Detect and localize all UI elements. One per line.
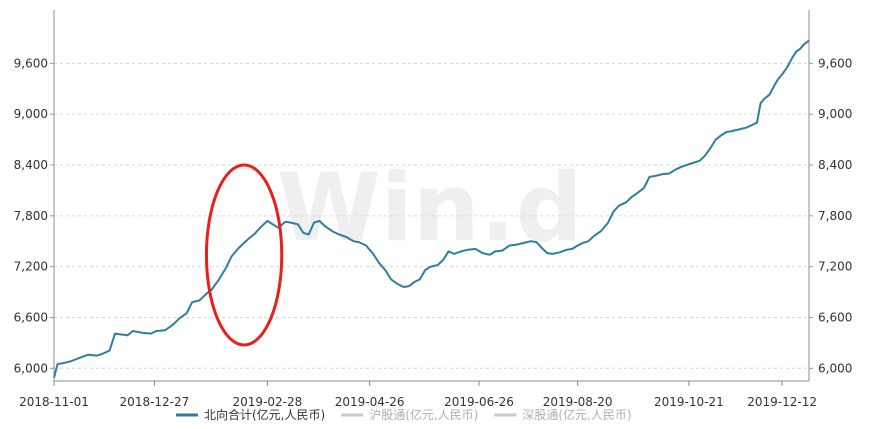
highlight-ellipse <box>204 163 284 347</box>
x-tick-label: 2018-12-27 <box>120 395 190 409</box>
x-tick-label: 2019-10-21 <box>654 395 724 409</box>
y-axis-left: 6,000 6,600 7,200 7,800 8,400 9,000 9,600 <box>14 56 54 375</box>
y-tick-label: 6,000 <box>14 361 48 375</box>
x-tick-label: 2019-04-26 <box>335 395 405 409</box>
y-tick-label: 7,800 <box>818 209 852 223</box>
y-tick-label: 7,200 <box>14 260 48 274</box>
x-tick-label: 2018-11-01 <box>19 395 89 409</box>
legend-item[interactable]: 沪股通(亿元,人民币) <box>341 407 478 422</box>
legend-label: 深股通(亿元,人民币) <box>522 407 631 422</box>
x-axis: 2018-11-01 2018-12-27 2019-02-28 2019-04-26… <box>19 381 817 409</box>
y-tick-label: 6,600 <box>818 310 852 324</box>
y-tick-label: 9,000 <box>818 107 852 121</box>
legend-label: 北向合计(亿元,人民币) <box>204 407 325 422</box>
y-tick-label: 7,800 <box>14 209 48 223</box>
x-tick-label: 2019-02-28 <box>233 395 303 409</box>
y-tick-label: 6,600 <box>14 310 48 324</box>
y-tick-label: 9,000 <box>14 107 48 121</box>
legend-label: 沪股通(亿元,人民币) <box>369 407 478 422</box>
x-tick-label: 2019-12-12 <box>747 395 817 409</box>
watermark: Win.d <box>277 154 583 263</box>
axes <box>53 10 810 382</box>
x-tick-label: 2019-08-20 <box>543 395 613 409</box>
legend-item[interactable]: 深股通(亿元,人民币) <box>494 407 632 422</box>
series-group <box>53 39 810 378</box>
x-tick-label: 2019-06-26 <box>444 395 514 409</box>
annotation-group <box>204 163 284 347</box>
y-tick-label: 6,000 <box>818 361 852 375</box>
legend-item[interactable]: 北向合计(亿元,人民币) <box>176 407 325 422</box>
legend[interactable]: 北向合计(亿元,人民币) 沪股通(亿元,人民币) 深股通(亿元,人民币) <box>176 407 632 422</box>
series-line <box>53 39 810 378</box>
y-tick-label: 8,400 <box>818 158 852 172</box>
y-tick-label: 7,200 <box>818 260 852 274</box>
y-tick-label: 9,600 <box>14 56 48 70</box>
y-axis-right: 6,000 6,600 7,200 7,800 8,400 9,000 9,600 <box>809 56 852 375</box>
y-tick-label: 9,600 <box>818 56 852 70</box>
y-tick-label: 8,400 <box>14 158 48 172</box>
